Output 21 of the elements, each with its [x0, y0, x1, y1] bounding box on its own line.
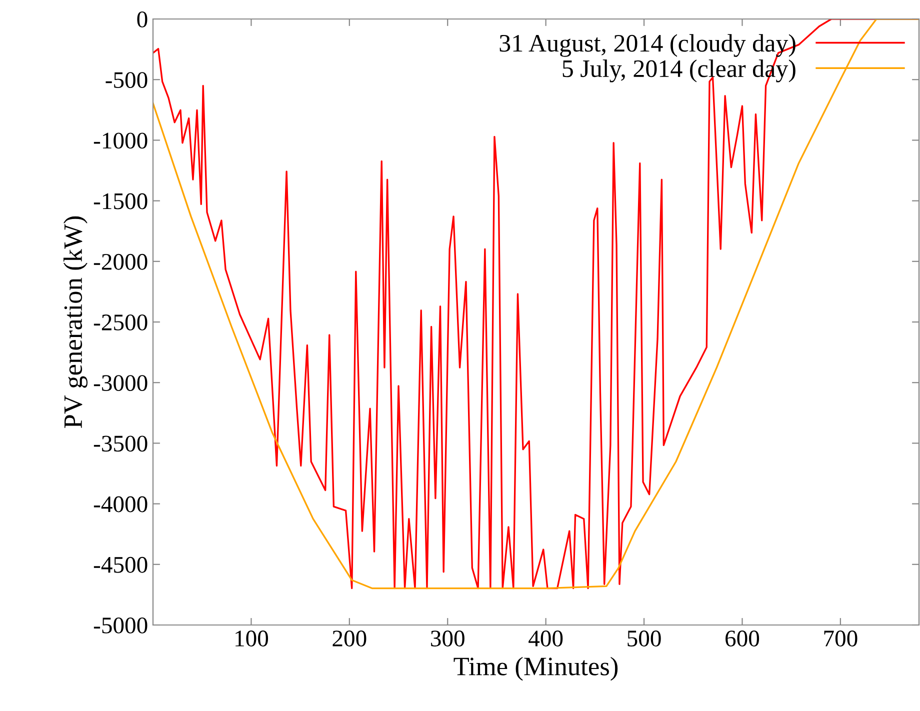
x-tick-label: 400 [528, 630, 563, 646]
y-tick-label: -1500 [94, 193, 148, 210]
x-tick-label: 700 [824, 630, 858, 646]
y-tick-label: -4500 [94, 556, 148, 573]
y-tick-label: -500 [106, 72, 148, 88]
x-tick-label: 100 [236, 630, 268, 646]
y-tick-label: -3000 [94, 375, 148, 392]
y-axis-title: PV generation (kW) [63, 216, 88, 428]
y-tick-label: -1000 [94, 132, 148, 149]
x-tick-label: 200 [332, 630, 366, 646]
x-tick-label: 500 [628, 630, 661, 646]
y-tick-label: -3500 [94, 436, 148, 452]
x-axis-title: Time (Minutes) [454, 656, 618, 681]
x-tick-label: 300 [431, 630, 464, 646]
y-tick-label: -2000 [94, 254, 148, 270]
y-tick-label: 0 [137, 11, 148, 28]
y-tick-label: -2500 [94, 314, 148, 330]
legend-label: 31 August, 2014 (cloudy day) [500, 34, 796, 57]
x-tick-label: 600 [726, 630, 760, 646]
y-tick-label: -4000 [94, 496, 148, 512]
y-tick-label: -5000 [94, 617, 148, 634]
